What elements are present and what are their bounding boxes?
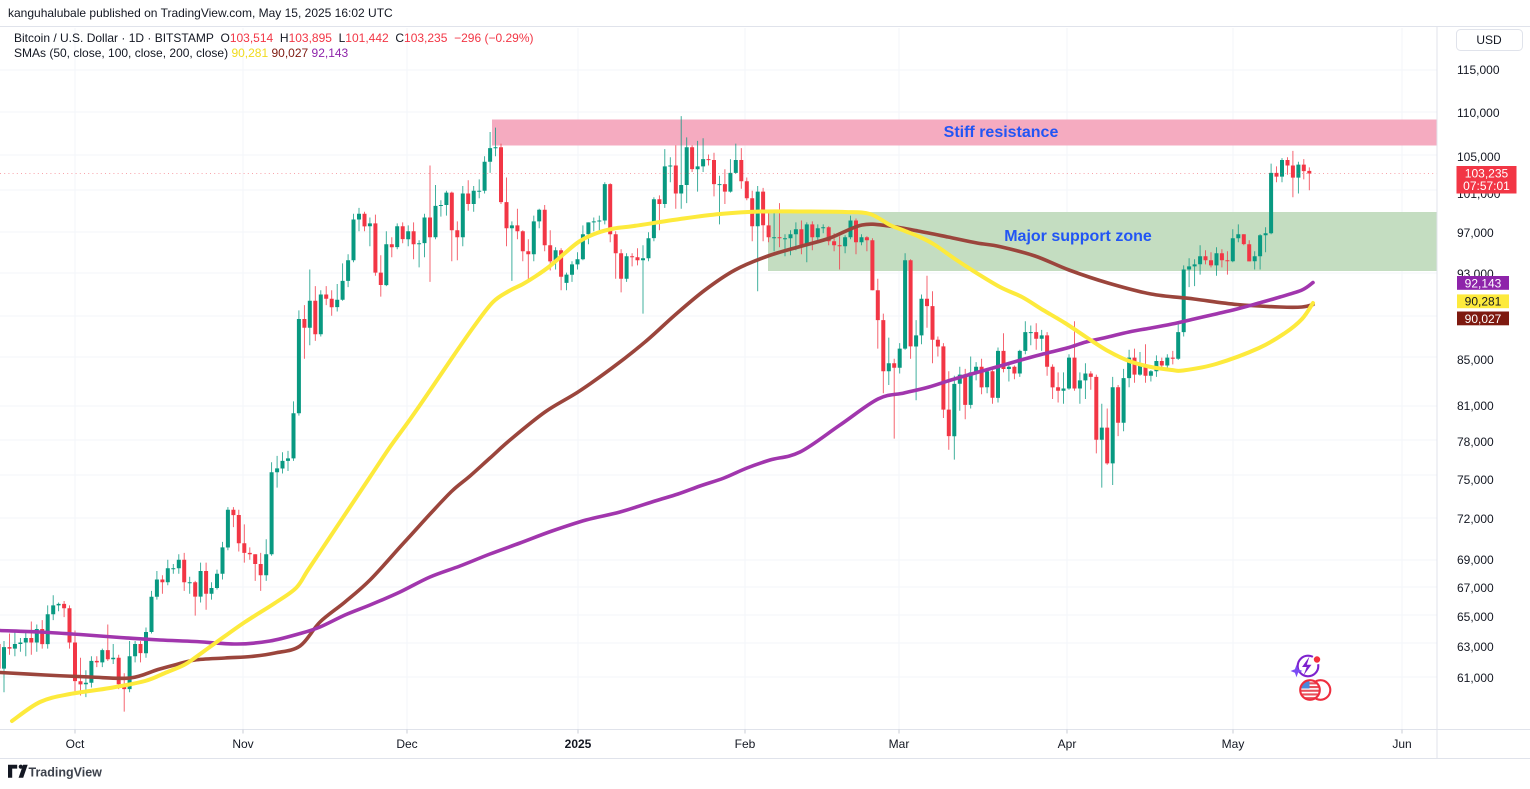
svg-text:Nov: Nov bbox=[232, 737, 253, 751]
svg-text:Feb: Feb bbox=[735, 737, 756, 751]
svg-text:Stiff resistance: Stiff resistance bbox=[944, 124, 1059, 141]
svg-text:110,000: 110,000 bbox=[1457, 106, 1500, 120]
svg-text:115,000: 115,000 bbox=[1457, 63, 1500, 77]
svg-text:Bitcoin / U.S. Dollar · 1D · B: Bitcoin / U.S. Dollar · 1D · BITSTAMP O1… bbox=[14, 31, 533, 45]
svg-text:SMAs (50, close, 100, close, 2: SMAs (50, close, 100, close, 200, close)… bbox=[14, 46, 349, 60]
svg-text:81,000: 81,000 bbox=[1457, 399, 1494, 413]
svg-text:TradingView: TradingView bbox=[29, 766, 103, 780]
svg-text:78,000: 78,000 bbox=[1457, 435, 1494, 449]
svg-text:72,000: 72,000 bbox=[1457, 512, 1494, 526]
svg-text:63,000: 63,000 bbox=[1457, 640, 1494, 654]
svg-text:Oct: Oct bbox=[66, 737, 85, 751]
svg-text:103,235: 103,235 bbox=[1465, 167, 1509, 181]
svg-text:kanguhalubale published on Tra: kanguhalubale published on TradingView.c… bbox=[8, 6, 393, 20]
svg-text:61,000: 61,000 bbox=[1457, 671, 1494, 685]
svg-text:75,000: 75,000 bbox=[1457, 473, 1494, 487]
svg-text:67,000: 67,000 bbox=[1457, 581, 1494, 595]
svg-text:90,281: 90,281 bbox=[1465, 295, 1502, 309]
svg-text:Major support zone: Major support zone bbox=[1004, 228, 1152, 245]
svg-text:USD: USD bbox=[1476, 33, 1502, 47]
svg-text:69,000: 69,000 bbox=[1457, 553, 1494, 567]
svg-text:85,000: 85,000 bbox=[1457, 353, 1494, 367]
svg-text:65,000: 65,000 bbox=[1457, 610, 1494, 624]
svg-text:Mar: Mar bbox=[889, 737, 910, 751]
svg-text:90,027: 90,027 bbox=[1465, 312, 1502, 326]
svg-text:92,143: 92,143 bbox=[1465, 276, 1502, 290]
svg-text:2025: 2025 bbox=[565, 737, 592, 751]
svg-text:97,000: 97,000 bbox=[1457, 226, 1494, 240]
svg-text:105,000: 105,000 bbox=[1457, 150, 1501, 164]
svg-text:May: May bbox=[1222, 737, 1245, 751]
svg-text:Dec: Dec bbox=[396, 737, 417, 751]
svg-text:Jun: Jun bbox=[1392, 737, 1411, 751]
svg-text:07:57:01: 07:57:01 bbox=[1463, 179, 1510, 193]
svg-text:Apr: Apr bbox=[1058, 737, 1077, 751]
